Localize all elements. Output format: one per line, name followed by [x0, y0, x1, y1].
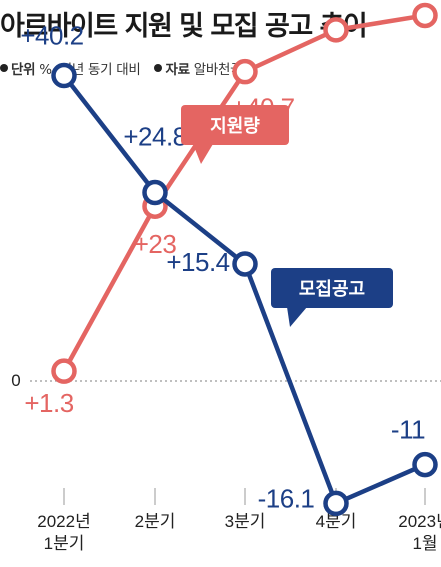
applications-series-point	[51, 358, 77, 384]
data-label: +40.2	[20, 20, 83, 50]
job-postings-callout-label: 모집공고	[299, 279, 365, 300]
x-tick-label: 2분기	[135, 512, 176, 531]
job-postings-series-point	[142, 179, 168, 206]
data-label: +23	[134, 229, 177, 259]
source-key: 자료	[165, 62, 190, 78]
job-postings-series-point	[51, 62, 77, 89]
chart-title: 아르바이트 지원 및 모집 공고 추이	[0, 11, 368, 42]
x-tick-label: 2022년 1분기	[37, 512, 90, 553]
applications-callout-tail	[193, 144, 213, 164]
data-label: +1.3	[24, 388, 73, 418]
applications-series-point	[232, 58, 258, 85]
applications-callout: 지원량	[181, 105, 289, 164]
job-postings-callout-box	[271, 268, 393, 308]
job-postings-callout: 모집공고	[271, 268, 393, 327]
data-label: +15.4	[166, 247, 229, 277]
bullet-icon	[154, 64, 163, 72]
data-label: -16.1	[258, 483, 315, 513]
unit-key: 단위	[11, 62, 36, 78]
applications-series-point	[323, 17, 349, 43]
data-label: -11	[391, 415, 425, 445]
x-tick-label: 4분기	[316, 512, 357, 531]
source-value: 알바천국	[193, 62, 243, 78]
job-postings-series-point	[412, 451, 438, 478]
applications-callout-box	[181, 105, 289, 145]
applications-callout-label: 지원량	[210, 116, 260, 137]
job-postings-callout-tail	[287, 307, 307, 327]
x-tick-label: 3분기	[225, 512, 266, 531]
bullet-icon	[0, 64, 8, 72]
job-postings-series-point	[232, 251, 258, 277]
data-label: +24.8	[123, 122, 186, 152]
x-tick-label: 2023년1월	[398, 512, 441, 553]
job-postings-series-point	[323, 490, 349, 517]
y-tick-label: 0	[11, 371, 20, 390]
applications-series-point	[412, 2, 438, 29]
